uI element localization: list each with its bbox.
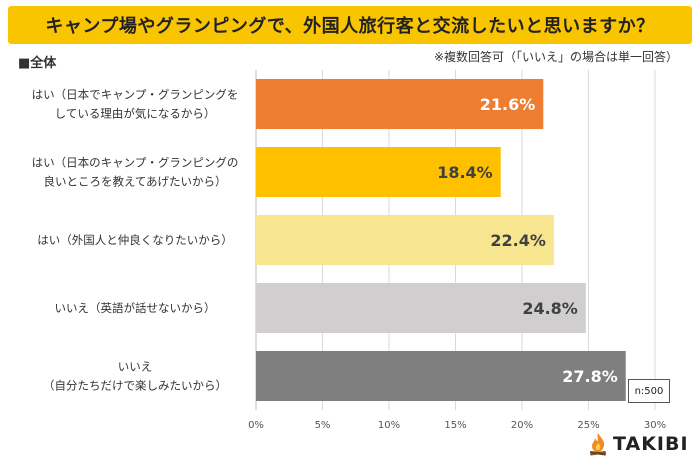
brand-name: TAKIBI: [613, 433, 689, 455]
category-label: はい（日本のキャンプ・グランピングの良いところを教えてあげたいから）: [32, 156, 239, 189]
x-tick-label: 20%: [511, 420, 533, 431]
category-label: はい（日本でキャンプ・グランピングをしている理由が気になるから）: [32, 88, 239, 121]
x-tick-label: 10%: [378, 420, 400, 431]
bar-value-label: 21.6%: [480, 95, 536, 114]
x-tick-label: 15%: [444, 420, 466, 431]
bar-value-label: 24.8%: [522, 299, 578, 318]
bar: [256, 351, 626, 401]
sample-size-label: n:500: [634, 385, 664, 397]
x-tick-label: 30%: [644, 420, 666, 431]
bar-value-label: 22.4%: [490, 231, 546, 250]
x-tick-label: 0%: [248, 420, 264, 431]
category-label: はい（外国人と仲良くなりたいから）: [37, 233, 233, 247]
bar-value-label: 18.4%: [437, 163, 493, 182]
sample-size-box: n:500: [628, 379, 670, 403]
bar-value-label: 27.8%: [562, 367, 618, 386]
bar: [256, 79, 544, 129]
bar: [256, 283, 586, 333]
x-tick-label: 5%: [315, 420, 331, 431]
chart-title-bar: キャンプ場やグランピングで、外国人旅行客と交流したいと思いますか？: [8, 6, 692, 44]
answer-note: ※複数回答可（「いいえ」の場合は単一回答）: [433, 50, 678, 64]
category-label: いいえ（英語が話せないから）: [55, 301, 216, 315]
campfire-icon: [589, 433, 607, 456]
bar: [256, 215, 554, 265]
group-label: ■全体: [18, 56, 57, 71]
brand-logo: TAKIBI: [587, 432, 689, 456]
chart-title: キャンプ場やグランピングで、外国人旅行客と交流したいと思いますか？: [45, 16, 655, 37]
x-tick-label: 25%: [577, 420, 599, 431]
bar: [256, 147, 501, 197]
category-label: いいえ（自分たちだけで楽しみたいから）: [43, 360, 227, 393]
